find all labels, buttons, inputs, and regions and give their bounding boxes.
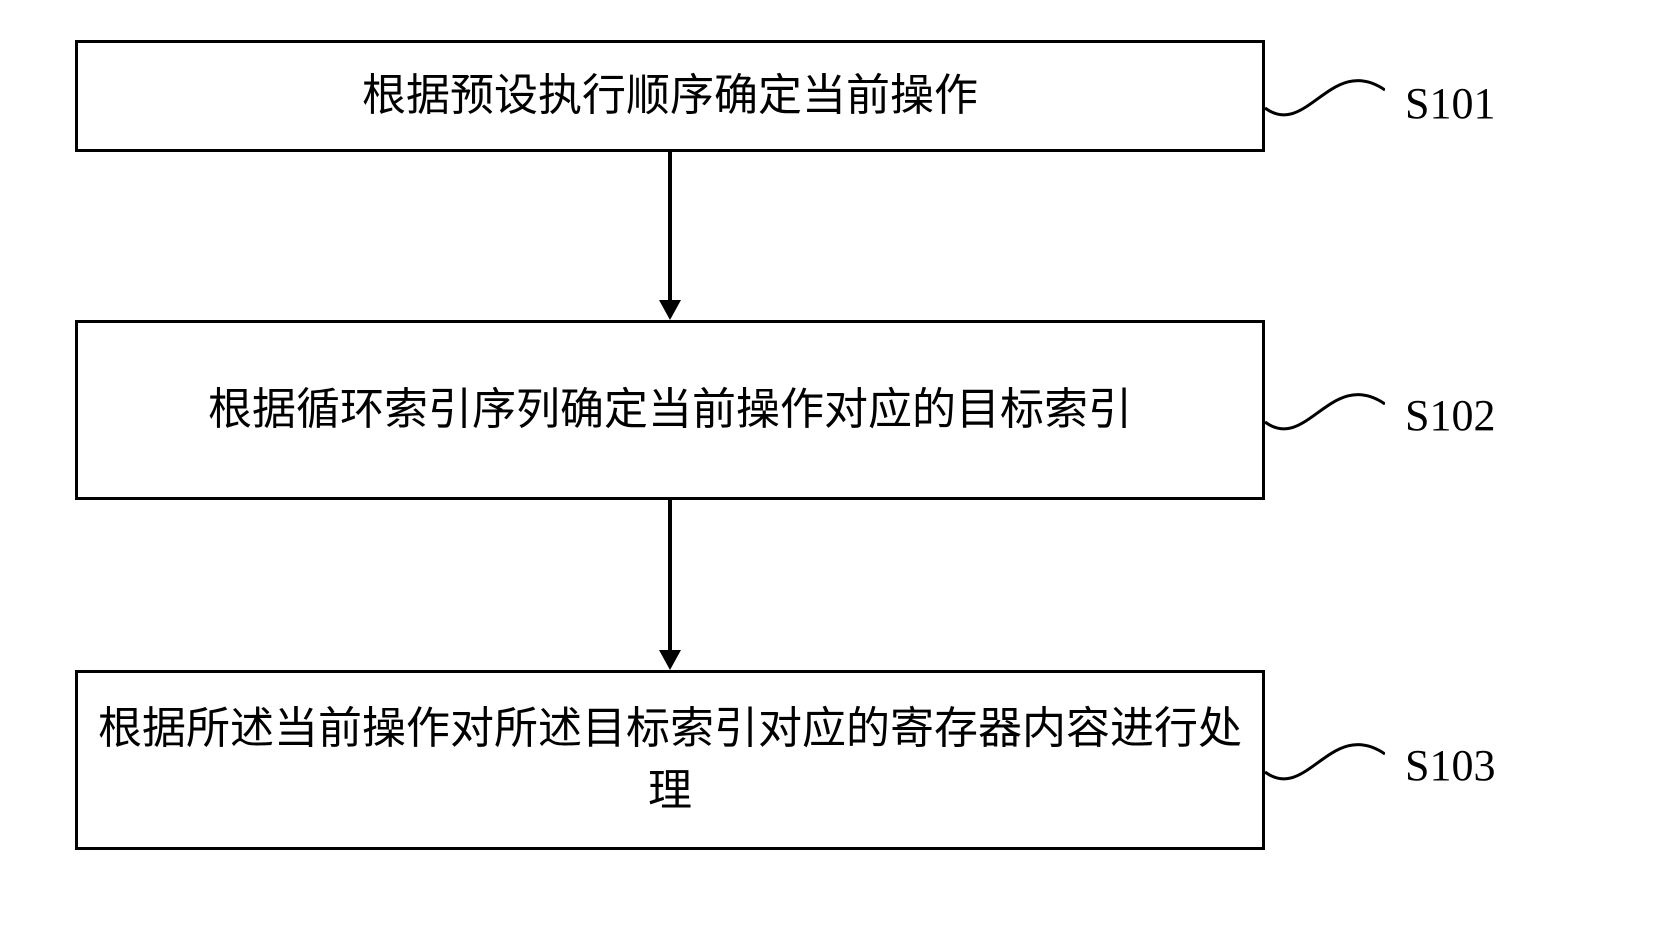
arrow-head-icon xyxy=(659,300,681,320)
step-text: 根据所述当前操作对所述目标索引对应的寄存器内容进行处理 xyxy=(98,698,1242,821)
arrow-line xyxy=(668,152,672,300)
step-box-s102: 根据循环索引序列确定当前操作对应的目标索引 xyxy=(75,320,1265,500)
brace-connector xyxy=(1265,61,1385,131)
arrow-head-icon xyxy=(659,650,681,670)
brace-connector xyxy=(1265,725,1385,795)
step-label-s103: S103 xyxy=(1405,740,1495,791)
step-box-s103: 根据所述当前操作对所述目标索引对应的寄存器内容进行处理 xyxy=(75,670,1265,850)
step-label-s102: S102 xyxy=(1405,390,1495,441)
step-text: 根据循环索引序列确定当前操作对应的目标索引 xyxy=(208,379,1132,441)
arrow-line xyxy=(668,500,672,650)
step-text: 根据预设执行顺序确定当前操作 xyxy=(362,65,978,127)
step-box-s101: 根据预设执行顺序确定当前操作 xyxy=(75,40,1265,152)
flowchart-canvas: 根据预设执行顺序确定当前操作 根据循环索引序列确定当前操作对应的目标索引 根据所… xyxy=(0,0,1674,932)
step-label-s101: S101 xyxy=(1405,78,1495,129)
brace-connector xyxy=(1265,375,1385,445)
